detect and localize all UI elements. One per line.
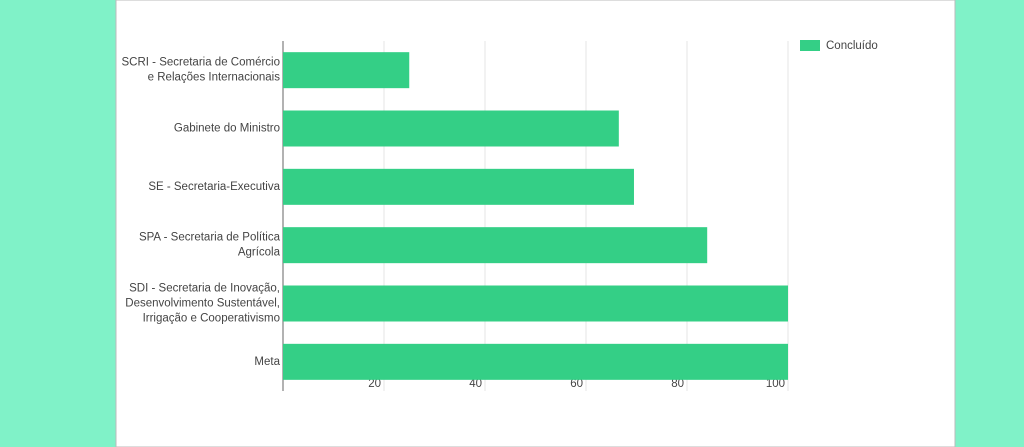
y-tick-label-line: Agrícola [238,247,281,259]
y-tick-label-line: e Relações Internacionais [148,72,281,84]
y-tick-label: SDI - Secretaria de Inovação, Desenvolvim… [125,283,280,325]
y-tick-label: SPA - Secretaria de Política Agrícola [139,232,281,259]
bar [283,285,788,322]
bar [283,227,708,264]
y-tick-label-line: Desenvolvimento Sustentável, [125,298,280,310]
bar [283,110,619,147]
x-tick-label: 40 [469,378,482,390]
bar [283,52,410,89]
y-tick-label-line: SPA - Secretaria de Política [139,232,281,244]
bar [283,343,788,380]
y-tick-label: Meta [254,356,280,368]
y-tick-label: SCRI - Secretaria de Comércio e Relações … [122,57,281,84]
legend-label: Concluído [826,40,878,52]
y-tick-label-line: Meta [254,356,280,368]
y-tick-label: SE - Secretaria-Executiva [148,181,280,193]
y-tick-label-line: Irrigação e Cooperativismo [143,313,280,325]
y-tick-label: Gabinete do Ministro [174,123,280,135]
y-tick-label-line: Gabinete do Ministro [174,123,280,135]
x-tick-label: 80 [671,378,684,390]
legend-swatch [800,40,820,51]
x-tick-label: 100 [766,378,785,390]
y-tick-label-line: SE - Secretaria-Executiva [148,181,280,193]
bar [283,168,634,205]
y-tick-label-line: SDI - Secretaria de Inovação, [129,283,280,295]
x-tick-label: 20 [368,378,381,390]
x-tick-label: 60 [570,378,583,390]
y-tick-label-line: SCRI - Secretaria de Comércio [122,57,281,69]
